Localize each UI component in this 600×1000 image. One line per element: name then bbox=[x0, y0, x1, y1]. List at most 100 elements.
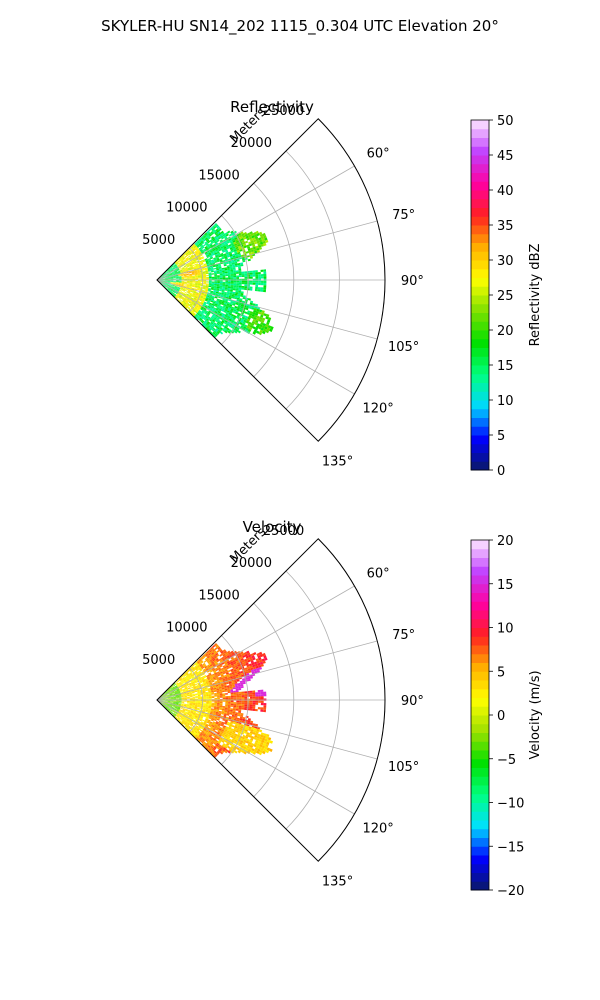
radar-gate bbox=[172, 290, 176, 293]
radar-gate bbox=[192, 698, 196, 700]
radar-gate bbox=[161, 703, 164, 705]
radar-gate bbox=[219, 281, 223, 284]
radar-gate bbox=[249, 739, 253, 743]
radar-gate bbox=[213, 291, 216, 293]
radar-gate bbox=[200, 723, 203, 726]
radar-gate bbox=[230, 692, 234, 695]
radar-gate bbox=[216, 326, 220, 330]
radar-gate bbox=[207, 736, 211, 739]
radar-gate bbox=[182, 296, 185, 299]
radar-gate bbox=[166, 704, 170, 707]
radar-gate bbox=[185, 720, 189, 723]
radar-gate bbox=[187, 276, 190, 278]
radar-gate bbox=[239, 702, 242, 705]
radar-gate bbox=[173, 288, 177, 291]
radar-gate bbox=[206, 234, 210, 238]
radar-gate bbox=[203, 676, 207, 679]
radar-gate bbox=[187, 291, 191, 294]
radar-gate bbox=[244, 284, 248, 287]
radar-gate bbox=[180, 690, 183, 692]
radar-gate bbox=[208, 273, 212, 275]
radar-gate bbox=[190, 311, 194, 314]
radar-gate bbox=[241, 239, 245, 243]
radar-gate bbox=[169, 692, 172, 694]
radar-gate bbox=[210, 709, 214, 712]
radar-gate bbox=[210, 257, 214, 260]
radar-gate bbox=[219, 659, 223, 663]
radar-gate bbox=[166, 704, 170, 706]
radar-gate bbox=[170, 689, 173, 691]
radar-gate bbox=[239, 280, 242, 283]
radar-gate bbox=[196, 316, 200, 320]
radar-gate bbox=[244, 706, 248, 709]
radar-gate bbox=[193, 244, 196, 248]
radar-gate bbox=[247, 728, 252, 732]
radar-gate bbox=[179, 678, 183, 681]
radar-gate bbox=[252, 708, 256, 711]
radar-gate bbox=[203, 694, 206, 696]
radar-gate bbox=[204, 713, 207, 716]
radar-gate bbox=[232, 267, 236, 270]
radar-gate bbox=[238, 659, 242, 663]
radar-gate bbox=[217, 741, 221, 745]
radar-gate bbox=[248, 250, 252, 253]
radar-gate bbox=[216, 317, 220, 320]
radar-gate bbox=[211, 661, 215, 664]
radar-gate bbox=[201, 719, 205, 722]
radar-gate bbox=[256, 750, 260, 754]
radar-gate bbox=[194, 242, 198, 245]
radar-gate bbox=[225, 306, 229, 309]
radar-gate bbox=[226, 293, 230, 296]
radar-gate bbox=[204, 720, 208, 723]
radar-gate bbox=[178, 686, 182, 689]
radar-gate bbox=[228, 277, 231, 279]
radar-gate bbox=[185, 672, 189, 676]
radar-gate bbox=[219, 690, 223, 693]
radar-gate bbox=[172, 693, 176, 695]
radar-gate bbox=[196, 728, 200, 731]
radar-gate bbox=[214, 701, 218, 703]
radar-gate bbox=[216, 709, 220, 711]
radar-gate bbox=[175, 276, 179, 278]
radar-gate bbox=[163, 704, 166, 707]
radar-gate bbox=[238, 705, 242, 708]
radar-gate bbox=[203, 665, 207, 668]
radar-gate bbox=[196, 689, 200, 691]
radar-gate bbox=[217, 702, 220, 705]
radar-gate bbox=[253, 329, 258, 333]
radar-gate bbox=[181, 283, 185, 285]
radar-gate bbox=[208, 693, 212, 695]
radar-gate bbox=[193, 735, 197, 739]
radar-gate bbox=[214, 735, 218, 739]
radar-gate bbox=[167, 701, 171, 703]
radar-gate bbox=[210, 646, 214, 650]
radar-gate bbox=[203, 669, 207, 672]
radar-gate bbox=[191, 715, 195, 717]
radar-gate bbox=[178, 279, 182, 280]
radar-gate bbox=[174, 706, 178, 708]
radar-gate bbox=[200, 256, 204, 259]
radar-gate bbox=[224, 309, 228, 312]
radar-gate bbox=[188, 725, 192, 729]
radar-gate bbox=[161, 283, 164, 285]
radar-gate bbox=[181, 280, 185, 282]
radar-gate bbox=[249, 722, 253, 726]
radar-gate bbox=[229, 729, 234, 733]
radar-gate bbox=[195, 248, 199, 251]
colorbar-tick-label: 10 bbox=[497, 394, 514, 409]
colorbar-segment bbox=[471, 785, 489, 795]
radar-gate bbox=[255, 245, 259, 249]
radar-gate bbox=[170, 709, 173, 711]
radar-gate bbox=[172, 272, 175, 275]
radar-gate bbox=[260, 243, 264, 247]
radar-gate bbox=[176, 282, 179, 283]
radar-gate bbox=[166, 704, 170, 707]
radar-gate bbox=[228, 295, 232, 298]
radar-gate bbox=[176, 688, 179, 690]
radar-gate bbox=[176, 689, 180, 692]
radar-gate bbox=[216, 331, 220, 335]
radar-gate bbox=[199, 669, 203, 672]
radar-gate bbox=[195, 281, 198, 283]
radar-gate bbox=[249, 231, 253, 235]
radar-gate bbox=[231, 319, 235, 323]
